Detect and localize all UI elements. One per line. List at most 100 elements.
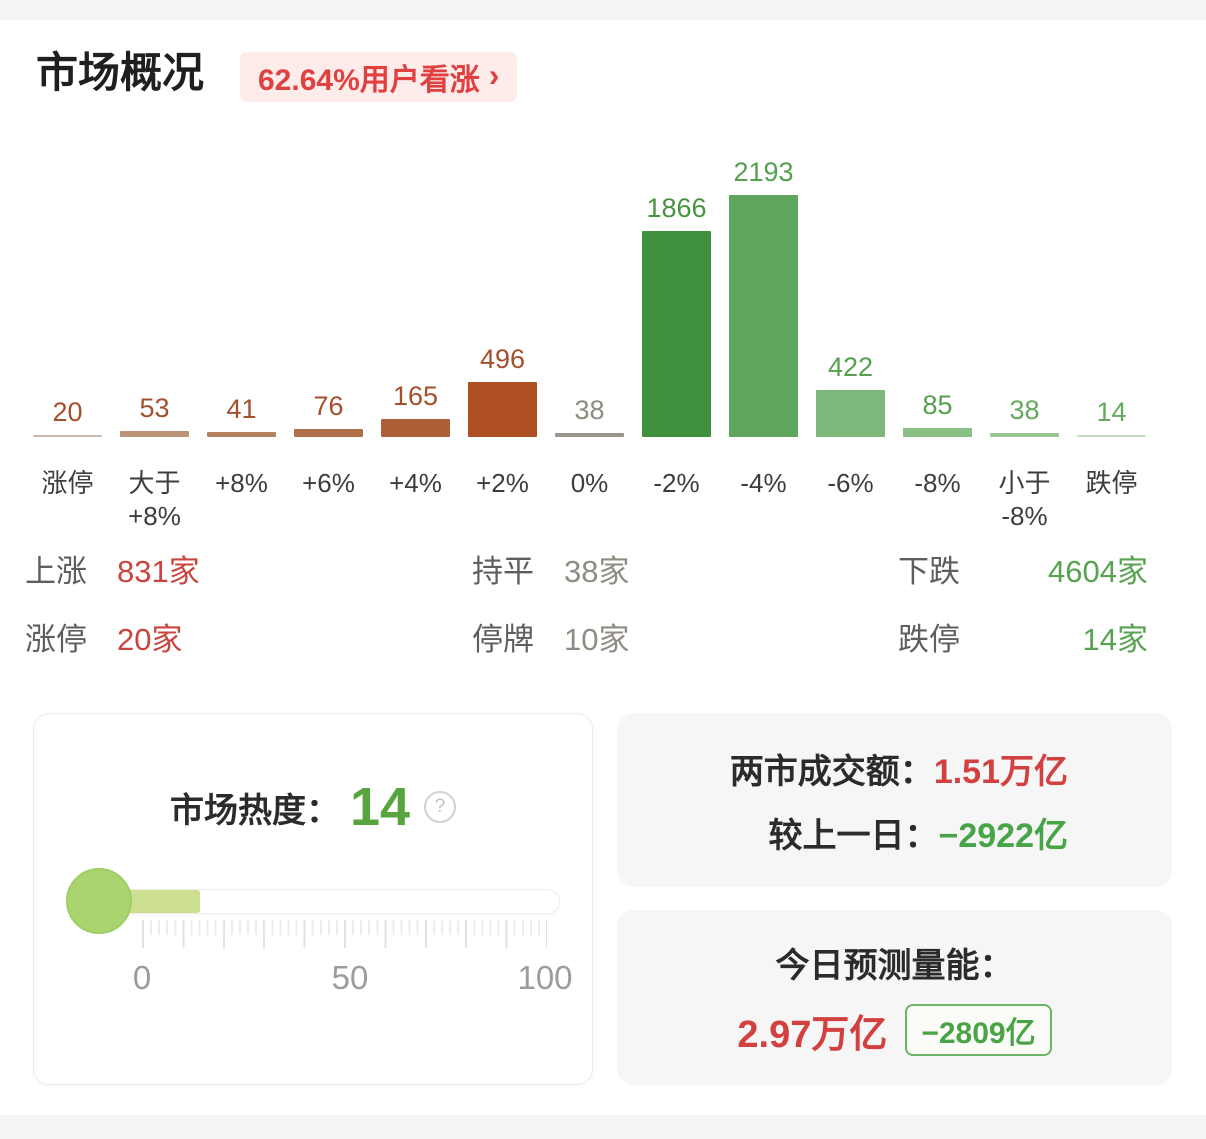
bar-category-label: +4% (389, 468, 442, 498)
summary-row: 持平 38家 (472, 546, 629, 591)
chevron-right-icon: › (488, 57, 500, 93)
bar-chart: 20 53 41 76 165 496 38 1866 2193 422 85 38 14 (33, 137, 1146, 437)
heat-value: 14 (349, 777, 411, 837)
turnover-card: 两市成交额： 1.51万亿较上一日： −2922亿 (617, 713, 1172, 887)
turnover-label: 两市成交额： (729, 752, 934, 791)
bar-category-label: +8% (215, 468, 268, 498)
bar-category-label: -4% (740, 468, 787, 498)
heat-header-row: 市场热度： 14 ? (34, 780, 592, 834)
bar-category-label: 小于 -8% (998, 468, 1051, 531)
bar-value-label: 1866 (646, 193, 707, 223)
summary-label: 持平 (472, 554, 534, 589)
bar-slot: 165 (381, 381, 450, 437)
heat-scale-label: 100 (517, 959, 573, 996)
help-icon[interactable]: ? (424, 791, 457, 823)
summary-value: 831家 (117, 554, 200, 589)
bar-value-label: 14 (1096, 397, 1127, 427)
summary-col-down: 下跌 4604家跌停 14家 (898, 546, 1148, 682)
sentiment-badge[interactable]: 62.64%用户看涨 › (240, 52, 518, 102)
turnover-row: 两市成交额： 1.51万亿 (730, 744, 1068, 793)
bar-chart-axis: 涨停 大于 +8% +8% +6% +4% +2% 0% -2% -4% -6% -8% 小于 -8%… (33, 467, 1146, 532)
bar-value-label: 20 (52, 397, 83, 427)
bar-slot: 496 (468, 344, 537, 437)
turnover-value: 1.51万亿 (933, 752, 1068, 791)
bar-slot: 76 (294, 391, 363, 437)
bar-category-label: -6% (827, 468, 874, 498)
summary-value: 38家 (564, 554, 630, 589)
bar-category-label: +6% (302, 468, 355, 498)
summary-label: 跌停 (898, 622, 960, 657)
bar-category-label: -2% (653, 468, 700, 498)
bar-value-label: 76 (313, 391, 344, 421)
summary-value: 4604家 (1048, 554, 1148, 589)
bar-slot: 1866 (642, 193, 711, 437)
summary-col-flat: 持平 38家 停牌 10家 (472, 546, 629, 682)
heat-label: 市场热度： (169, 791, 340, 830)
bar (1077, 435, 1146, 437)
bar-slot: 38 (555, 395, 624, 437)
summary-value: 14家 (1082, 622, 1148, 657)
summary-row: 上涨 831家 (25, 546, 200, 591)
bar (729, 195, 798, 437)
bar-value-label: 165 (392, 381, 439, 411)
summary-row: 跌停 14家 (898, 614, 1148, 659)
forecast-card: 今日预测量能： 2.97万亿 −2809亿 (617, 910, 1172, 1085)
bar (207, 432, 276, 437)
heat-card: 市场热度： 14 ? 0 50 100 (33, 713, 593, 1085)
bar-value-label: 85 (922, 390, 953, 420)
bar-value-label: 496 (479, 344, 526, 374)
forecast-title: 今日预测量能： (775, 946, 1014, 985)
heat-scale-label: 50 (331, 959, 369, 996)
summary-row: 下跌 4604家 (898, 546, 1148, 591)
bar-category-label: 大于 +8% (128, 468, 181, 531)
bar (816, 390, 885, 437)
bottom-divider-strip (0, 1115, 1206, 1139)
thermometer-ticks (142, 920, 547, 950)
bar (990, 433, 1059, 437)
bar-slot: 41 (207, 394, 276, 437)
bar-value-label: 38 (574, 395, 605, 425)
summary-col-up: 上涨 831家 涨停 20家 (25, 546, 200, 682)
summary-value: 20家 (117, 622, 183, 657)
summary-label: 涨停 (25, 622, 87, 657)
summary-label: 上涨 (25, 554, 87, 589)
forecast-value-row: 2.97万亿 −2809亿 (737, 1003, 1052, 1058)
forecast-delta-chip: −2809亿 (905, 1004, 1052, 1056)
bar-slot: 38 (990, 395, 1059, 437)
bar-slot: 2193 (729, 157, 798, 437)
summary-value: 10家 (564, 622, 630, 657)
summary-label: 停牌 (472, 622, 534, 657)
bar-slot: 14 (1077, 397, 1146, 437)
sentiment-badge-label: 62.64%用户看涨 (258, 64, 480, 97)
bar-value-label: 2193 (733, 157, 794, 187)
bar-value-label: 41 (226, 394, 257, 424)
heat-scale-label: 0 (132, 959, 152, 996)
turnover-value: −2922亿 (938, 816, 1069, 855)
bar-slot: 85 (903, 390, 972, 437)
bar (642, 231, 711, 437)
bar-slot: 53 (120, 393, 189, 437)
page-title: 市场概况 (36, 49, 205, 96)
bar-category-label: 跌停 (1085, 468, 1138, 498)
bar-value-label: 53 (139, 393, 170, 423)
bar-category-label: 0% (570, 468, 609, 498)
bar-slot: 422 (816, 352, 885, 437)
turnover-label: 较上一日： (768, 816, 939, 855)
bar (120, 431, 189, 437)
bar (903, 428, 972, 437)
bar (555, 433, 624, 437)
forecast-value: 2.97万亿 (737, 1013, 888, 1056)
bar-value-label: 422 (827, 352, 874, 382)
turnover-row: 较上一日： −2922亿 (769, 808, 1069, 857)
bar-value-label: 38 (1009, 395, 1040, 425)
thermometer-bulb-icon (66, 868, 132, 934)
bar-slot: 20 (33, 397, 102, 437)
bar-category-label: +2% (476, 468, 529, 498)
thermometer-tube (98, 889, 560, 914)
summary-row: 涨停 20家 (25, 614, 200, 659)
bar-category-label: 涨停 (41, 468, 94, 498)
bar (294, 429, 363, 437)
bar (381, 419, 450, 437)
bar (33, 435, 102, 437)
